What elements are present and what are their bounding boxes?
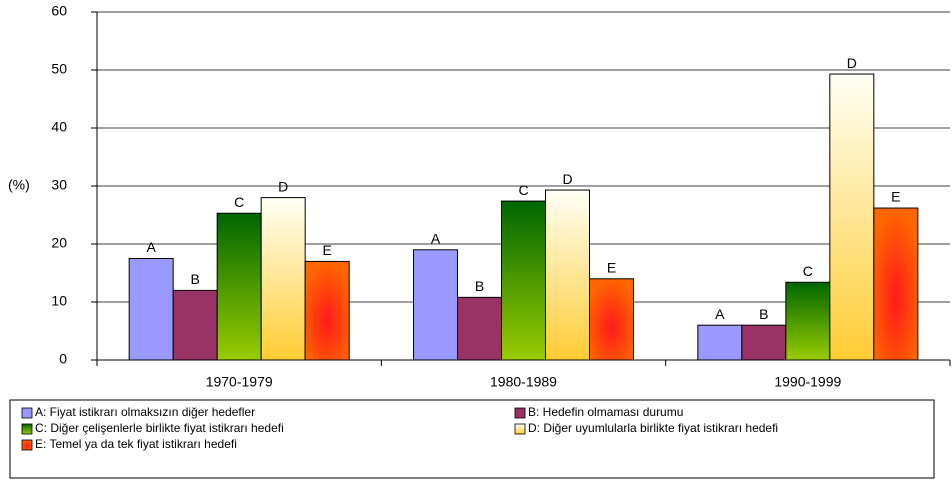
bar-label: E [322,242,331,258]
bar [260,197,306,361]
bar-label: D [562,171,572,187]
bar [741,324,787,361]
bar [697,324,743,361]
bar [501,200,546,361]
bar-label: B [475,278,484,294]
bar [545,189,590,361]
y-tick-label: 30 [51,177,67,193]
y-tick-label: 50 [51,61,67,77]
bar [457,296,502,361]
bar [873,207,919,361]
bar-label: B [759,306,768,322]
x-tick-label: 1990-1999 [774,374,841,390]
legend-label: D: Diğer uyumlularla birlikte fiyat isti… [528,421,778,435]
bar-label: C [518,182,528,198]
legend-swatch [21,423,33,435]
bar-label: A [715,306,725,322]
legend-box [9,399,935,479]
x-tick-label: 1970-1979 [206,374,273,390]
bar-label: E [607,260,616,276]
y-axis-label: (%) [8,177,30,193]
bar [128,258,174,361]
bar-label: E [891,189,900,205]
bar [304,260,350,361]
bar-label: B [190,271,199,287]
bar [413,249,458,361]
bar-label: A [146,239,156,255]
y-tick-label: 20 [51,235,67,251]
y-tick-label: 0 [59,351,67,367]
legend-label: B: Hedefin olmaması durumu [528,405,683,419]
bar-label: D [847,55,857,71]
legend-label: E: Temel ya da tek fiyat istikrarı hedef… [35,437,237,451]
bar-label: D [278,178,288,194]
bar [589,278,634,361]
legend-swatch [21,439,33,451]
legend-swatch [21,407,33,419]
bar-label: A [431,231,441,247]
y-tick-label: 10 [51,293,67,309]
bar-label: C [234,194,244,210]
legend-swatch [514,423,526,435]
bar [216,212,262,361]
x-tick-label: 1980-1989 [490,374,557,390]
bar-label: C [803,263,813,279]
legend-label: C: Diğer çelişenlerle birlikte fiyat ist… [35,421,284,435]
y-tick-label: 40 [51,119,67,135]
bar [785,281,831,361]
y-tick-label: 60 [51,3,67,19]
legend-swatch [514,407,526,419]
bar [172,289,218,361]
legend-label: A: Fiyat istikrarı olmaksızın diğer hede… [35,405,255,419]
bar [829,73,875,361]
